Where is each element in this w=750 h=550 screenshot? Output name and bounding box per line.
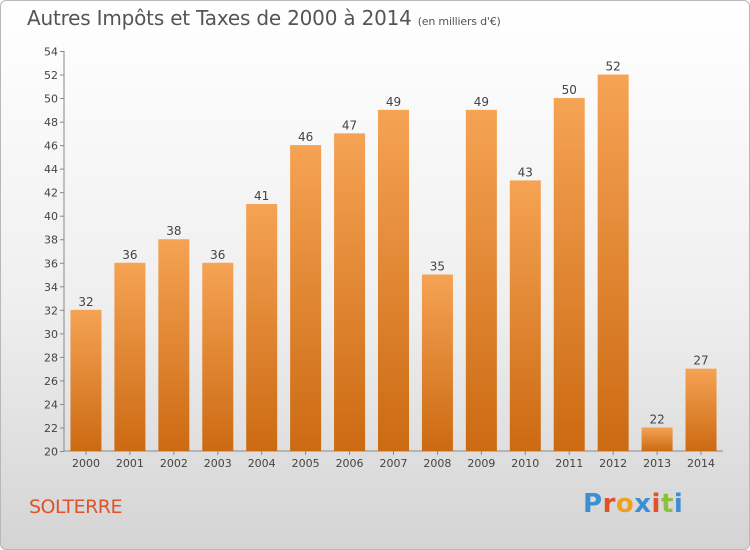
y-tick-label: 50 — [44, 93, 58, 106]
x-tick-label: 2000 — [72, 457, 100, 470]
y-tick-label: 30 — [44, 328, 58, 341]
bar — [509, 180, 541, 452]
bar — [465, 109, 497, 451]
bar — [378, 109, 409, 451]
bar — [290, 145, 322, 451]
data-label: 50 — [562, 83, 577, 97]
y-tick-label: 20 — [44, 446, 58, 459]
chart-title-text: Autres Impôts et Taxes de 2000 à 2014 — [27, 6, 412, 30]
chart-axes: 20 22 24 26 28 30 32 34 36 38 40 42 44 46 48 50 52 54 2000… — [44, 46, 723, 470]
y-tick-label: 32 — [44, 304, 58, 317]
chart-title: Autres Impôts et Taxes de 2000 à 2014 (en… — [27, 6, 501, 30]
y-tick-label: 42 — [44, 187, 58, 200]
y-tick-label: 40 — [44, 210, 58, 223]
y-tick-label: 48 — [44, 116, 58, 129]
x-tick-label: 2010 — [511, 457, 539, 470]
y-tick-label: 36 — [44, 257, 58, 270]
data-label: 35 — [430, 260, 445, 274]
data-label: 38 — [166, 224, 181, 238]
y-tick-label: 46 — [44, 140, 58, 153]
data-label: 32 — [78, 295, 93, 309]
data-label: 49 — [474, 95, 489, 109]
data-label: 27 — [693, 354, 708, 368]
y-tick-label: 54 — [44, 46, 58, 59]
x-tick-label: 2009 — [467, 457, 495, 470]
x-tick-label: 2001 — [116, 457, 144, 470]
x-tick-label: 2012 — [599, 457, 627, 470]
x-tick-label: 2005 — [292, 457, 320, 470]
bar-series — [70, 74, 717, 452]
proxiti-logo: Proxiti — [583, 489, 683, 519]
bar — [334, 133, 366, 451]
x-tick-label: 2006 — [336, 457, 364, 470]
y-tick-label: 52 — [44, 69, 58, 82]
logo-letter: i — [651, 489, 661, 519]
chart-unit-label: (en milliers d'€) — [417, 15, 501, 28]
bar — [70, 309, 102, 451]
bar — [553, 98, 585, 451]
data-label: 49 — [386, 95, 401, 109]
bar — [202, 262, 234, 451]
data-label: 41 — [254, 189, 269, 203]
bar — [246, 203, 278, 451]
bar — [158, 239, 190, 451]
y-tick-label: 44 — [44, 163, 58, 176]
data-label: 46 — [298, 130, 313, 144]
data-label: 36 — [122, 248, 137, 262]
y-tick-label: 24 — [44, 398, 58, 411]
bar — [597, 74, 629, 451]
bar — [685, 368, 717, 451]
data-labels: 32 36 38 36 41 46 47 49 35 49 43 50 52 22 27 — [78, 60, 708, 427]
y-tick-label: 34 — [44, 281, 58, 294]
x-tick-label: 2014 — [687, 457, 715, 470]
logo-letter: x — [634, 489, 652, 519]
data-label: 47 — [342, 118, 357, 132]
data-label: 52 — [606, 60, 621, 74]
bar — [421, 274, 453, 451]
x-tick-label: 2007 — [380, 457, 408, 470]
logo-letter: o — [615, 489, 635, 519]
x-tick-label: 2002 — [160, 457, 188, 470]
y-tick-label: 26 — [44, 375, 58, 388]
y-tick-label: 28 — [44, 351, 58, 364]
data-label: 22 — [649, 412, 664, 426]
logo-letter: r — [602, 489, 616, 519]
x-tick-label: 2008 — [423, 457, 451, 470]
x-tick-label: 2011 — [555, 457, 583, 470]
data-label: 36 — [210, 248, 225, 262]
y-tick-label: 38 — [44, 234, 58, 247]
x-tick-label: 2013 — [643, 457, 671, 470]
x-tick-label: 2004 — [248, 457, 276, 470]
y-tick-label: 22 — [44, 422, 58, 435]
bar — [114, 262, 146, 451]
x-tick-label: 2003 — [204, 457, 232, 470]
data-label: 43 — [518, 165, 533, 179]
logo-letter: P — [583, 489, 603, 519]
bar — [641, 427, 673, 451]
commune-name: SOLTERRE — [29, 496, 123, 518]
logo-letter: t — [660, 489, 674, 519]
logo-letter: i — [673, 489, 684, 519]
